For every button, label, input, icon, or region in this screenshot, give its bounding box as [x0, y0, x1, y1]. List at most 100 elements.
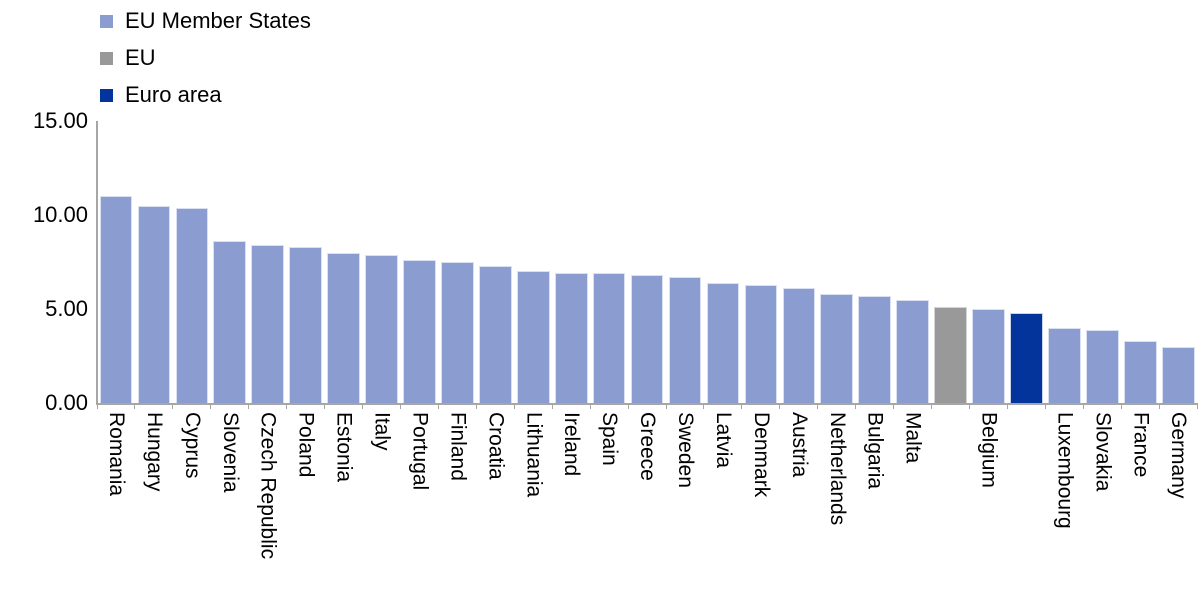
- bar-euro-area: [1010, 312, 1043, 403]
- bar-slot: [970, 121, 1008, 403]
- bar-france: [1123, 341, 1157, 403]
- bar-italy: [365, 254, 398, 403]
- bar-netherlands: [820, 294, 854, 403]
- x-label-cell: Luxembourg: [1045, 412, 1083, 598]
- x-axis-tick: [1158, 403, 1160, 409]
- bar-slot: [287, 121, 325, 403]
- x-axis-label-netherlands: Netherlands: [825, 412, 849, 526]
- x-axis-tick: [589, 403, 591, 409]
- bar-slot: [438, 121, 476, 403]
- bar-slot: [1045, 121, 1083, 403]
- x-label-cell: Slovakia: [1083, 412, 1121, 598]
- x-axis-label-ireland: Ireland: [560, 412, 584, 477]
- bar-cyprus: [175, 207, 209, 403]
- bar-austria: [782, 288, 816, 403]
- y-axis-tick-label: 10.00: [32, 202, 88, 227]
- bar-slot: [742, 121, 780, 403]
- y-axis-tick-label: 15.00: [32, 108, 88, 133]
- bar-slot: [325, 121, 363, 403]
- x-axis-tick: [627, 403, 629, 409]
- x-label-cell: Slovenia: [211, 412, 249, 598]
- bar-lithuania: [516, 271, 550, 403]
- y-axis: [96, 121, 98, 403]
- bar-slot: [628, 121, 666, 403]
- bar-bulgaria: [858, 295, 892, 403]
- bar-slot: [363, 121, 401, 403]
- bar-finland: [441, 262, 474, 403]
- bar-portugal: [403, 260, 436, 403]
- bar-slot: [1083, 121, 1121, 403]
- x-axis-tick: [96, 403, 98, 409]
- legend-item-euro-area: Euro area: [100, 83, 311, 107]
- legend-item-eu: EU: [100, 46, 311, 70]
- x-label-cell: [1008, 412, 1046, 598]
- chart-legend: EU Member States EU Euro area: [100, 9, 311, 120]
- bar-poland: [289, 247, 322, 403]
- x-axis-tick: [855, 403, 857, 409]
- x-label-cell: Finland: [438, 412, 476, 598]
- x-axis-label-luxembourg: Luxembourg: [1053, 412, 1077, 529]
- x-label-cell: Latvia: [704, 412, 742, 598]
- x-axis-label-romania: Romania: [104, 412, 128, 497]
- legend-swatch-icon: [100, 14, 113, 28]
- x-label-cell: [932, 412, 970, 598]
- x-axis-tick: [1044, 403, 1046, 409]
- x-axis-label-portugal: Portugal: [408, 412, 432, 491]
- bar-croatia: [479, 265, 512, 403]
- y-axis-tick-label: 0.00: [45, 390, 88, 415]
- bar-malta: [896, 299, 929, 403]
- x-axis-label-germany: Germany: [1167, 412, 1191, 499]
- x-label-cell: Italy: [363, 412, 401, 598]
- x-label-cell: France: [1121, 412, 1159, 598]
- x-axis-label-belgium: Belgium: [977, 412, 1001, 488]
- legend-label: EU Member States: [125, 8, 311, 33]
- bar-slot: [1159, 121, 1197, 403]
- x-label-cell: Estonia: [325, 412, 363, 598]
- x-axis-tick: [1120, 403, 1122, 409]
- x-axis-label-greece: Greece: [636, 412, 660, 481]
- x-axis-label-poland: Poland: [294, 412, 318, 478]
- x-axis-tick: [703, 403, 705, 409]
- x-label-cell: Czech Republic: [249, 412, 287, 598]
- bar-slot: [249, 121, 287, 403]
- bar-ireland: [554, 273, 588, 403]
- x-label-cell: Croatia: [476, 412, 514, 598]
- bar-slot: [818, 121, 856, 403]
- x-axis-tick: [551, 403, 553, 409]
- x-label-cell: Poland: [287, 412, 325, 598]
- x-axis-tick: [665, 403, 667, 409]
- bar-slot: [1121, 121, 1159, 403]
- x-axis-category-labels: Romania Hungary Cyprus Slovenia Czech Republ…: [97, 412, 1197, 598]
- bar-eu: [934, 307, 967, 403]
- bar-slot: [666, 121, 704, 403]
- bar-slot: [1008, 121, 1046, 403]
- bar-slot: [97, 121, 135, 403]
- x-axis-label-hungary: Hungary: [142, 412, 166, 492]
- x-axis-label-denmark: Denmark: [749, 412, 773, 498]
- x-label-cell: Portugal: [401, 412, 439, 598]
- bar-slot: [135, 121, 173, 403]
- legend-label: EU: [125, 45, 156, 70]
- x-axis-label-spain: Spain: [598, 412, 622, 466]
- bar-luxembourg: [1048, 327, 1081, 403]
- x-label-cell: Lithuania: [514, 412, 552, 598]
- x-axis-tick: [362, 403, 363, 409]
- x-axis: [96, 403, 1197, 405]
- x-label-cell: Spain: [590, 412, 628, 598]
- bar-slot: [894, 121, 932, 403]
- x-axis-label-lithuania: Lithuania: [522, 412, 546, 498]
- x-axis-tick: [1006, 403, 1008, 409]
- x-axis-tick: [248, 403, 250, 409]
- x-axis-tick: [513, 403, 515, 409]
- x-label-cell: Greece: [628, 412, 666, 598]
- bar-belgium: [972, 309, 1005, 403]
- bar-greece: [630, 275, 664, 403]
- x-axis-label-czech-republic: Czech Republic: [256, 412, 280, 560]
- bar-slot: [476, 121, 514, 403]
- x-label-cell: Hungary: [135, 412, 173, 598]
- bar-slot: [211, 121, 249, 403]
- legend-item-eu-member-states: EU Member States: [100, 9, 311, 33]
- x-axis-tick: [779, 403, 781, 409]
- bar-slot: [401, 121, 439, 403]
